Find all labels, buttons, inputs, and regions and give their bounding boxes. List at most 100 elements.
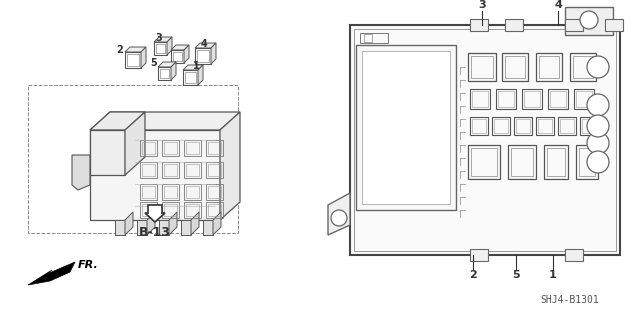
Bar bbox=[505, 19, 523, 31]
Bar bbox=[186, 186, 199, 198]
Bar bbox=[186, 142, 199, 154]
Bar bbox=[524, 91, 540, 107]
Bar bbox=[558, 117, 576, 135]
Bar bbox=[360, 33, 388, 43]
Text: B-13: B-13 bbox=[139, 226, 171, 239]
Polygon shape bbox=[213, 212, 221, 235]
Bar bbox=[208, 186, 221, 198]
Text: 5: 5 bbox=[150, 58, 157, 68]
Bar bbox=[164, 142, 177, 154]
Bar bbox=[158, 67, 171, 80]
Polygon shape bbox=[181, 220, 191, 235]
Text: 3: 3 bbox=[156, 33, 163, 43]
Polygon shape bbox=[203, 220, 213, 235]
Polygon shape bbox=[125, 47, 146, 52]
Bar bbox=[471, 56, 493, 78]
Bar bbox=[498, 91, 514, 107]
Bar bbox=[605, 19, 623, 31]
Bar bbox=[579, 148, 595, 176]
Polygon shape bbox=[328, 193, 350, 235]
Polygon shape bbox=[171, 62, 176, 80]
Polygon shape bbox=[183, 65, 203, 70]
Polygon shape bbox=[198, 65, 203, 85]
Polygon shape bbox=[171, 45, 189, 50]
Polygon shape bbox=[72, 155, 90, 190]
Bar bbox=[162, 140, 179, 156]
Bar bbox=[470, 117, 488, 135]
Bar bbox=[160, 69, 169, 78]
Bar bbox=[125, 52, 141, 68]
Bar bbox=[162, 162, 179, 178]
Bar bbox=[164, 164, 177, 176]
Circle shape bbox=[580, 11, 598, 29]
Bar bbox=[522, 89, 542, 109]
Bar bbox=[468, 145, 500, 179]
Bar bbox=[140, 202, 157, 218]
Bar bbox=[539, 56, 559, 78]
Bar bbox=[184, 202, 201, 218]
Bar bbox=[576, 145, 598, 179]
Bar bbox=[573, 56, 593, 78]
Bar bbox=[162, 202, 179, 218]
Bar bbox=[140, 140, 157, 156]
Circle shape bbox=[587, 94, 609, 116]
Circle shape bbox=[587, 132, 609, 154]
Bar bbox=[505, 56, 525, 78]
Bar bbox=[28, 85, 238, 233]
Circle shape bbox=[587, 151, 609, 173]
Bar bbox=[560, 119, 574, 133]
Polygon shape bbox=[125, 212, 133, 235]
Bar bbox=[171, 50, 184, 63]
Bar bbox=[142, 186, 155, 198]
Bar bbox=[208, 142, 221, 154]
Bar bbox=[547, 148, 565, 176]
Bar bbox=[496, 89, 516, 109]
Bar bbox=[576, 91, 592, 107]
Bar bbox=[364, 34, 372, 42]
Bar bbox=[185, 72, 196, 83]
Circle shape bbox=[331, 210, 347, 226]
Bar bbox=[206, 202, 223, 218]
Polygon shape bbox=[137, 220, 147, 235]
Bar bbox=[164, 186, 177, 198]
Bar bbox=[472, 91, 488, 107]
Polygon shape bbox=[90, 130, 125, 175]
Bar bbox=[582, 119, 596, 133]
Bar bbox=[162, 184, 179, 200]
Bar bbox=[164, 204, 177, 216]
Bar bbox=[471, 148, 497, 176]
Bar bbox=[206, 162, 223, 178]
Bar bbox=[184, 184, 201, 200]
Bar bbox=[140, 162, 157, 178]
Bar bbox=[536, 53, 562, 81]
Bar bbox=[508, 145, 536, 179]
Polygon shape bbox=[90, 112, 240, 130]
Bar bbox=[206, 140, 223, 156]
Bar bbox=[565, 249, 583, 261]
Text: FR.: FR. bbox=[78, 260, 99, 270]
Polygon shape bbox=[125, 112, 145, 175]
Text: 4: 4 bbox=[554, 0, 562, 10]
Bar bbox=[140, 184, 157, 200]
Bar bbox=[350, 25, 620, 255]
Text: 1: 1 bbox=[193, 61, 200, 71]
Bar bbox=[565, 7, 613, 35]
Bar bbox=[470, 19, 488, 31]
Bar bbox=[208, 204, 221, 216]
Bar bbox=[186, 204, 199, 216]
Bar bbox=[472, 119, 486, 133]
Bar bbox=[184, 162, 201, 178]
Bar bbox=[492, 117, 510, 135]
Bar bbox=[156, 44, 165, 53]
Polygon shape bbox=[141, 47, 146, 68]
Bar bbox=[154, 42, 167, 55]
Bar bbox=[142, 164, 155, 176]
Bar bbox=[142, 204, 155, 216]
Polygon shape bbox=[191, 212, 199, 235]
Text: SHJ4-B1301: SHJ4-B1301 bbox=[541, 295, 600, 305]
Polygon shape bbox=[28, 262, 75, 285]
Polygon shape bbox=[90, 112, 145, 130]
Bar bbox=[511, 148, 533, 176]
Bar bbox=[544, 145, 568, 179]
Bar bbox=[356, 45, 456, 210]
